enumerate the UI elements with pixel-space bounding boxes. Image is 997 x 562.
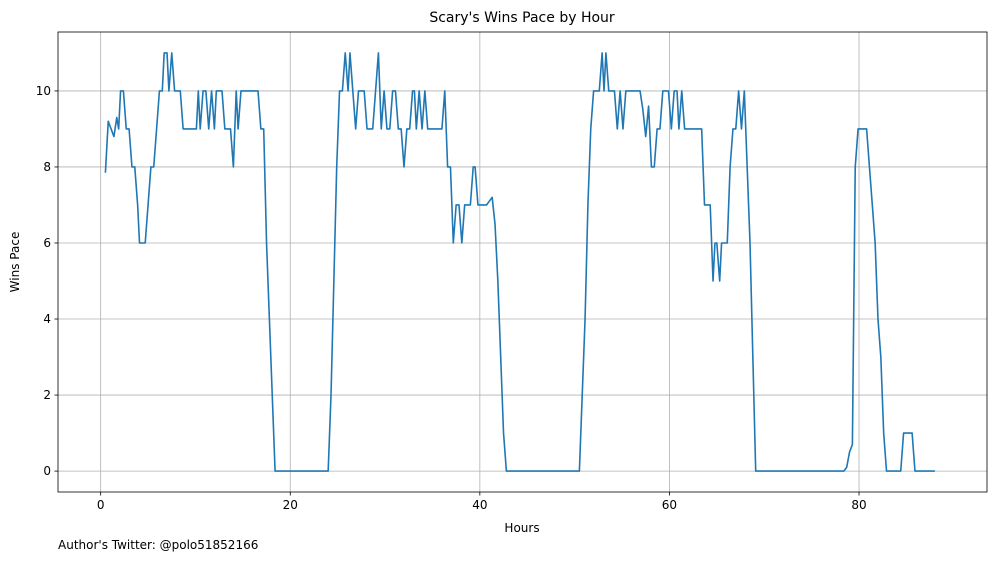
x-tick-label: 20: [283, 498, 298, 512]
y-tick-label: 10: [36, 84, 51, 98]
chart-title: Scary's Wins Pace by Hour: [429, 10, 615, 26]
y-tick-label: 6: [43, 236, 51, 250]
x-tick-label: 80: [851, 498, 866, 512]
wins-pace-line: [104, 52, 935, 472]
x-tick-label: 40: [472, 498, 487, 512]
y-tick-label: 4: [43, 312, 51, 326]
y-tick-label: 8: [43, 160, 51, 174]
author-credit: Author's Twitter: @polo51852166: [58, 538, 259, 552]
x-tick-label: 0: [97, 498, 105, 512]
x-axis-ticks: 0 20 40 60 80: [97, 492, 867, 512]
x-axis-label: Hours: [504, 521, 539, 535]
y-axis-label: Wins Pace: [8, 232, 22, 293]
plot-frame: [57, 31, 988, 493]
y-tick-label: 2: [43, 388, 51, 402]
y-axis-ticks: 0 2 4 6 8 10: [36, 84, 58, 478]
x-tick-label: 60: [662, 498, 677, 512]
y-tick-label: 0: [43, 464, 51, 478]
series-group: [104, 52, 935, 472]
gridlines: [58, 32, 987, 492]
